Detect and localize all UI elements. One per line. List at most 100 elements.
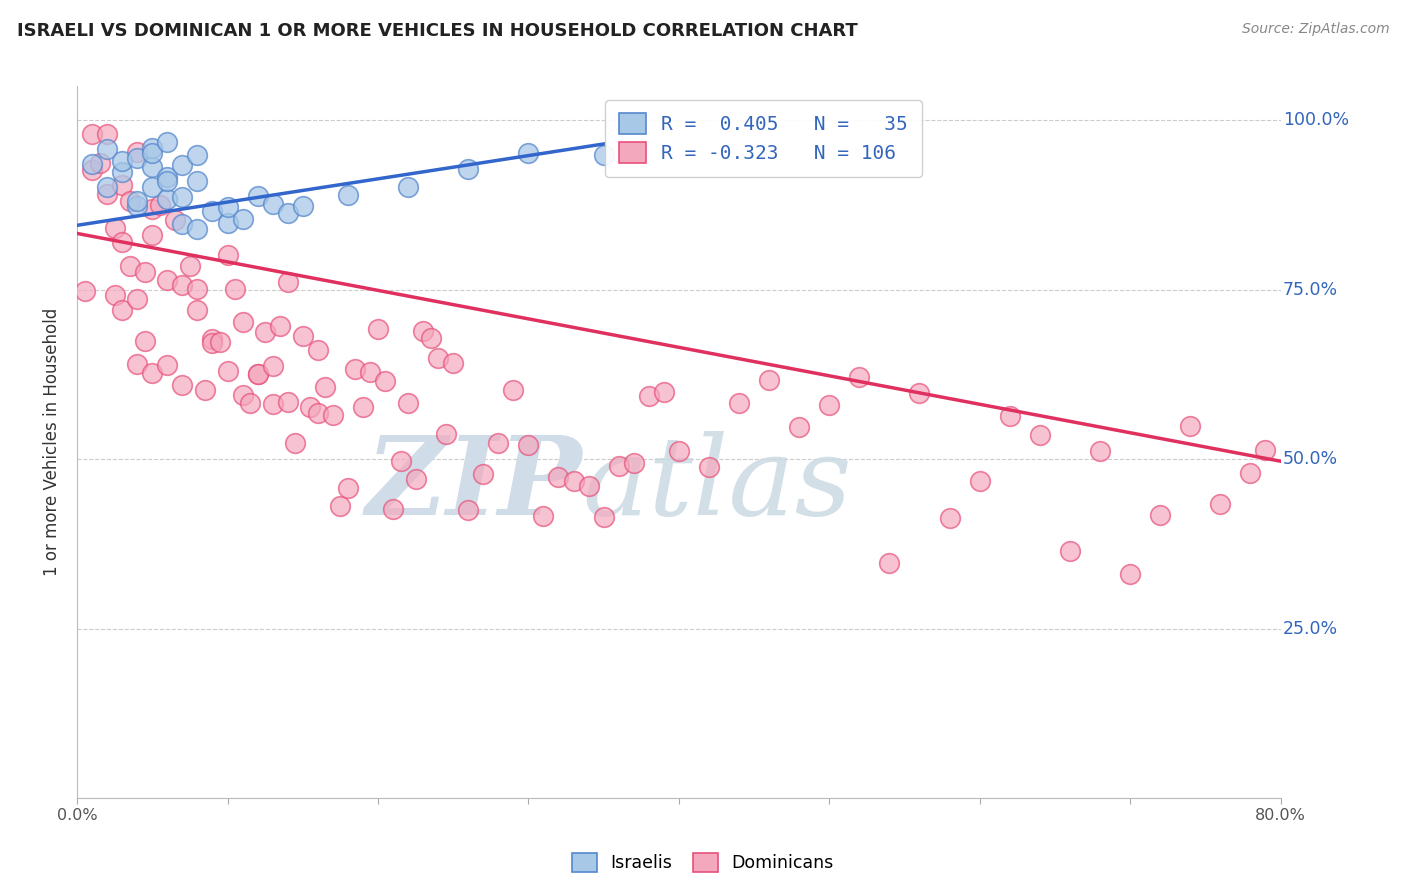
Point: [457, 503, 479, 517]
Point: [163, 213, 186, 227]
Point: [111, 235, 134, 250]
Point: [517, 146, 540, 161]
Point: [697, 460, 720, 475]
Point: [246, 367, 269, 381]
Point: [194, 384, 217, 398]
Point: [186, 174, 208, 188]
Point: [262, 397, 284, 411]
Point: [1119, 566, 1142, 581]
Point: [89, 156, 111, 170]
Point: [1180, 419, 1202, 434]
Point: [457, 161, 479, 176]
Point: [434, 427, 457, 442]
Point: [141, 141, 163, 155]
Point: [127, 358, 149, 372]
Point: [367, 322, 389, 336]
Point: [111, 178, 134, 193]
Point: [127, 198, 149, 212]
Point: [156, 169, 179, 184]
Y-axis label: 1 or more Vehicles in Household: 1 or more Vehicles in Household: [44, 308, 60, 576]
Point: [352, 400, 374, 414]
Point: [172, 218, 194, 232]
Point: [201, 332, 224, 346]
Point: [547, 470, 569, 484]
Point: [224, 282, 246, 296]
Point: [127, 145, 149, 160]
Point: [412, 324, 434, 338]
Point: [623, 456, 645, 470]
Point: [427, 351, 450, 365]
Point: [186, 302, 208, 317]
Point: [818, 398, 841, 412]
Text: 100.0%: 100.0%: [1282, 112, 1348, 129]
Point: [291, 328, 314, 343]
Point: [96, 180, 118, 194]
Point: [232, 211, 254, 226]
Point: [179, 259, 201, 273]
Point: [517, 438, 540, 452]
Point: [141, 366, 163, 380]
Point: [208, 334, 231, 349]
Point: [82, 157, 104, 171]
Point: [111, 165, 134, 179]
Point: [172, 277, 194, 292]
Point: [141, 202, 163, 216]
Point: [217, 248, 239, 262]
Point: [118, 260, 141, 274]
Text: Source: ZipAtlas.com: Source: ZipAtlas.com: [1241, 22, 1389, 37]
Point: [262, 197, 284, 211]
Point: [578, 479, 600, 493]
Point: [396, 180, 419, 194]
Point: [96, 142, 118, 156]
Point: [277, 275, 299, 289]
Point: [96, 186, 118, 201]
Point: [156, 135, 179, 149]
Point: [141, 180, 163, 194]
Point: [149, 198, 172, 212]
Point: [307, 406, 329, 420]
Point: [82, 127, 104, 141]
Point: [118, 194, 141, 208]
Point: [396, 396, 419, 410]
Point: [232, 315, 254, 329]
Text: ISRAELI VS DOMINICAN 1 OR MORE VEHICLES IN HOUSEHOLD CORRELATION CHART: ISRAELI VS DOMINICAN 1 OR MORE VEHICLES …: [17, 22, 858, 40]
Point: [314, 380, 336, 394]
Point: [1149, 508, 1171, 523]
Point: [217, 215, 239, 229]
Point: [344, 362, 367, 376]
Point: [277, 395, 299, 409]
Point: [111, 302, 134, 317]
Point: [201, 335, 224, 350]
Text: ZIP: ZIP: [366, 431, 582, 539]
Point: [186, 222, 208, 236]
Point: [531, 509, 554, 524]
Point: [172, 377, 194, 392]
Point: [592, 148, 614, 162]
Point: [938, 511, 960, 525]
Point: [728, 395, 751, 409]
Point: [134, 334, 156, 349]
Point: [277, 206, 299, 220]
Point: [329, 500, 352, 514]
Point: [299, 400, 322, 414]
Point: [1239, 466, 1261, 480]
Point: [382, 502, 405, 516]
Point: [607, 459, 630, 474]
Point: [1059, 544, 1081, 558]
Text: 25.0%: 25.0%: [1282, 620, 1339, 638]
Point: [156, 358, 179, 372]
Point: [787, 420, 810, 434]
Point: [336, 188, 359, 202]
Point: [141, 146, 163, 161]
Point: [246, 189, 269, 203]
Point: [1209, 497, 1232, 511]
Text: 75.0%: 75.0%: [1282, 281, 1339, 299]
Point: [1088, 443, 1111, 458]
Point: [156, 174, 179, 188]
Point: [141, 228, 163, 243]
Point: [82, 163, 104, 178]
Point: [1254, 443, 1277, 458]
Point: [246, 367, 269, 381]
Point: [502, 383, 524, 397]
Point: [848, 369, 870, 384]
